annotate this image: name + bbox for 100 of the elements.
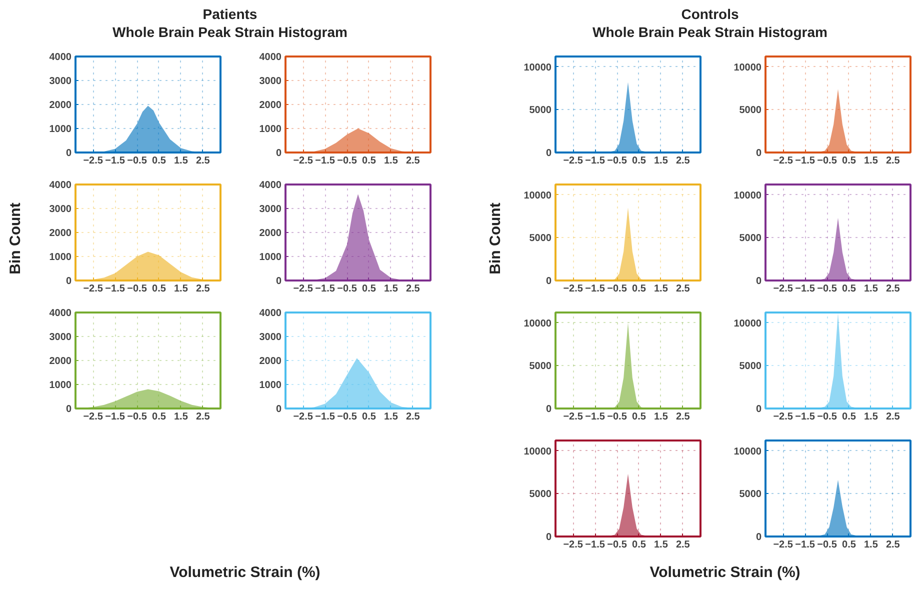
x-tick-label: −1.5 xyxy=(315,412,336,423)
y-tick-label: 10000 xyxy=(524,318,552,330)
x-tick-label: 2.5 xyxy=(196,284,210,295)
x-tick-label: −2.5 xyxy=(563,156,584,167)
x-tick-label: 0.5 xyxy=(842,156,856,167)
y-tick-label: 0 xyxy=(546,532,552,544)
x-tick-label: −0.5 xyxy=(607,540,628,551)
x-tick-label: 0.5 xyxy=(152,412,166,423)
y-tick-label: 2000 xyxy=(49,100,72,112)
y-tick-label: 5000 xyxy=(529,362,552,373)
chart-subtitle: Whole Brain Peak Strain Histogram xyxy=(592,24,828,40)
x-tick-label: 1.5 xyxy=(864,412,878,423)
x-tick-label: 1.5 xyxy=(864,540,878,551)
x-tick-label: −1.5 xyxy=(105,156,126,167)
y-tick-label: 4000 xyxy=(259,308,282,320)
x-tick-label: 0.5 xyxy=(842,412,856,423)
x-tick-label: 0.5 xyxy=(842,284,856,295)
x-tick-label: 2.5 xyxy=(196,156,210,167)
x-tick-label: 0.5 xyxy=(842,540,856,551)
y-tick-label: 3000 xyxy=(259,204,282,216)
y-tick-label: 1000 xyxy=(259,380,282,392)
x-tick-label: 1.5 xyxy=(654,156,668,167)
y-tick-label: 10000 xyxy=(524,446,552,458)
x-tick-label: 2.5 xyxy=(886,540,900,551)
x-tick-label: 1.5 xyxy=(384,412,398,423)
y-tick-label: 1000 xyxy=(259,252,282,264)
x-tick-label: 0.5 xyxy=(152,284,166,295)
y-axis-title: Bin Count xyxy=(487,203,504,275)
y-tick-label: 0 xyxy=(756,148,762,160)
y-tick-label: 3000 xyxy=(49,76,72,88)
y-tick-label: 5000 xyxy=(529,490,552,501)
x-tick-label: −0.5 xyxy=(817,284,838,295)
x-tick-label: −2.5 xyxy=(563,540,584,551)
x-tick-label: 2.5 xyxy=(676,284,690,295)
y-tick-label: 0 xyxy=(66,276,72,288)
x-tick-label: 1.5 xyxy=(174,284,188,295)
y-tick-label: 10000 xyxy=(734,190,762,202)
y-tick-label: 4000 xyxy=(49,180,72,192)
x-tick-label: 0.5 xyxy=(632,412,646,423)
y-tick-label: 0 xyxy=(756,404,762,416)
x-tick-label: 0.5 xyxy=(632,540,646,551)
y-tick-label: 1000 xyxy=(49,124,72,136)
x-tick-label: −0.5 xyxy=(127,156,148,167)
y-tick-label: 3000 xyxy=(49,332,72,344)
y-tick-label: 4000 xyxy=(259,52,282,64)
x-tick-label: −2.5 xyxy=(773,284,794,295)
x-tick-label: 1.5 xyxy=(384,156,398,167)
y-tick-label: 0 xyxy=(546,276,552,288)
y-tick-label: 0 xyxy=(276,404,282,416)
x-tick-label: −0.5 xyxy=(607,412,628,423)
y-tick-label: 2000 xyxy=(259,356,282,368)
x-tick-label: −2.5 xyxy=(773,156,794,167)
x-tick-label: −1.5 xyxy=(105,412,126,423)
y-tick-label: 2000 xyxy=(49,228,72,240)
x-tick-label: −1.5 xyxy=(585,156,606,167)
x-tick-label: 1.5 xyxy=(654,412,668,423)
chart-title: Controls xyxy=(681,6,739,22)
y-tick-label: 5000 xyxy=(529,234,552,245)
y-tick-label: 3000 xyxy=(49,204,72,216)
y-tick-label: 0 xyxy=(66,148,72,160)
x-tick-label: 2.5 xyxy=(676,156,690,167)
x-tick-label: 1.5 xyxy=(864,284,878,295)
y-tick-label: 0 xyxy=(546,148,552,160)
x-tick-label: −0.5 xyxy=(607,156,628,167)
x-tick-label: −1.5 xyxy=(105,284,126,295)
x-tick-label: −2.5 xyxy=(83,412,104,423)
x-tick-label: 1.5 xyxy=(174,156,188,167)
x-tick-label: 1.5 xyxy=(654,284,668,295)
x-tick-label: −1.5 xyxy=(585,540,606,551)
x-tick-label: 2.5 xyxy=(196,412,210,423)
y-tick-label: 0 xyxy=(546,404,552,416)
x-tick-label: 2.5 xyxy=(676,412,690,423)
x-tick-label: −2.5 xyxy=(293,412,314,423)
x-tick-label: 0.5 xyxy=(632,284,646,295)
x-tick-label: −0.5 xyxy=(337,412,358,423)
y-tick-label: 3000 xyxy=(259,332,282,344)
x-axis-title: Volumetric Strain (%) xyxy=(650,563,800,583)
x-tick-label: −2.5 xyxy=(83,156,104,167)
y-tick-label: 4000 xyxy=(49,308,72,320)
x-tick-label: 1.5 xyxy=(384,284,398,295)
y-tick-label: 1000 xyxy=(259,124,282,136)
x-tick-label: 0.5 xyxy=(152,156,166,167)
x-tick-label: −0.5 xyxy=(607,284,628,295)
y-tick-label: 10000 xyxy=(734,62,762,74)
x-tick-label: −0.5 xyxy=(817,156,838,167)
y-tick-label: 4000 xyxy=(49,52,72,64)
y-tick-label: 2000 xyxy=(259,228,282,240)
y-tick-label: 0 xyxy=(756,276,762,288)
y-tick-label: 5000 xyxy=(739,234,762,245)
y-tick-label: 5000 xyxy=(529,106,552,117)
x-tick-label: −2.5 xyxy=(563,284,584,295)
x-tick-label: −1.5 xyxy=(315,284,336,295)
x-tick-label: 0.5 xyxy=(362,156,376,167)
y-tick-label: 5000 xyxy=(739,362,762,373)
x-tick-label: −1.5 xyxy=(315,156,336,167)
x-tick-label: 2.5 xyxy=(886,284,900,295)
y-tick-label: 0 xyxy=(756,532,762,544)
x-tick-label: −1.5 xyxy=(585,412,606,423)
x-tick-label: −0.5 xyxy=(337,284,358,295)
x-tick-label: 0.5 xyxy=(632,156,646,167)
